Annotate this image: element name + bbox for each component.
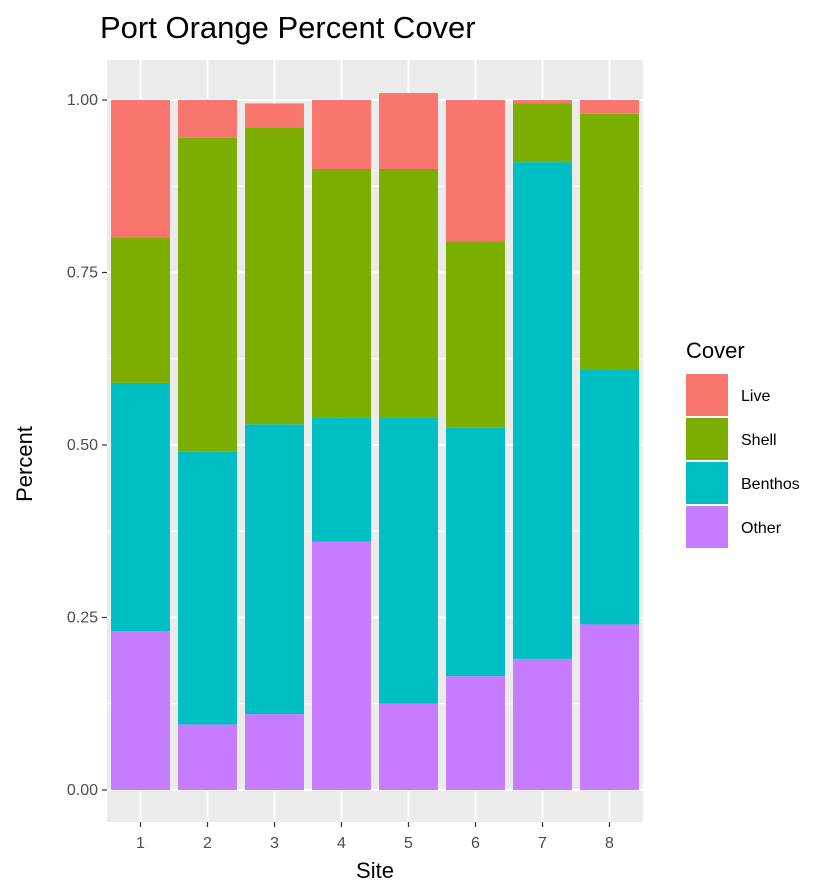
bar-segment-live-site-5 — [379, 93, 438, 169]
bar-segment-benthos-site-2 — [178, 451, 237, 725]
legend-key-live — [686, 374, 728, 416]
bars — [111, 93, 639, 790]
bar-segment-benthos-site-8 — [580, 369, 639, 625]
bar-segment-other-site-5 — [379, 703, 438, 790]
bar-segment-benthos-site-6 — [446, 427, 505, 677]
legend-label-live: Live — [741, 388, 770, 405]
bar-segment-other-site-3 — [245, 714, 304, 790]
y-tick-label: 1.00 — [67, 92, 98, 109]
bar-segment-live-site-7 — [513, 100, 572, 104]
x-tick-label: 4 — [337, 835, 346, 852]
x-tick-label: 6 — [471, 835, 480, 852]
legend-key-shell — [686, 418, 728, 460]
bar-segment-shell-site-2 — [178, 137, 237, 452]
bar-segment-live-site-3 — [245, 103, 304, 128]
bar-segment-shell-site-6 — [446, 241, 505, 428]
legend-label-benthos: Benthos — [741, 476, 800, 493]
bar-segment-benthos-site-1 — [111, 382, 170, 632]
x-axis-title: Site — [356, 858, 394, 883]
legend-label-other: Other — [741, 520, 782, 537]
bar-segment-shell-site-4 — [312, 169, 371, 418]
legend-label-shell: Shell — [741, 432, 777, 449]
x-tick-label: 8 — [605, 835, 614, 852]
y-tick-label: 0.75 — [67, 265, 98, 282]
bar-segment-shell-site-7 — [513, 103, 572, 163]
y-axis-title: Percent — [12, 426, 37, 502]
bar-segment-shell-site-3 — [245, 127, 304, 425]
legend-key-other — [686, 506, 728, 548]
bar-segment-benthos-site-4 — [312, 417, 371, 542]
x-tick-label: 1 — [136, 835, 145, 852]
legend-title: Cover — [686, 338, 745, 363]
y-tick-label: 0.50 — [67, 437, 98, 454]
bar-segment-shell-site-5 — [379, 169, 438, 418]
bar-segment-other-site-6 — [446, 676, 505, 790]
y-tick-label: 0.00 — [67, 782, 98, 799]
legend-key-benthos — [686, 462, 728, 504]
bar-segment-live-site-2 — [178, 100, 237, 138]
bar-segment-shell-site-1 — [111, 238, 170, 383]
y-tick-label: 0.25 — [67, 610, 98, 627]
bar-segment-benthos-site-7 — [513, 162, 572, 659]
bar-segment-other-site-7 — [513, 658, 572, 790]
bar-segment-other-site-2 — [178, 724, 237, 790]
bar-segment-benthos-site-3 — [245, 424, 304, 715]
bar-segment-other-site-1 — [111, 631, 170, 790]
bar-segment-live-site-6 — [446, 100, 505, 242]
chart-title: Port Orange Percent Cover — [100, 10, 476, 45]
x-tick-label: 7 — [538, 835, 547, 852]
bar-segment-benthos-site-5 — [379, 417, 438, 704]
bar-segment-shell-site-8 — [580, 113, 639, 370]
x-axis: 1 2 3 4 5 6 7 8 — [136, 822, 614, 852]
bar-segment-live-site-1 — [111, 100, 170, 238]
y-axis: 0.00 0.25 0.50 0.75 1.00 — [67, 92, 107, 799]
x-tick-label: 3 — [270, 835, 279, 852]
bar-segment-other-site-4 — [312, 541, 371, 790]
x-tick-label: 5 — [404, 835, 413, 852]
bar-segment-live-site-4 — [312, 100, 371, 169]
bar-segment-live-site-8 — [580, 100, 639, 114]
x-tick-label: 2 — [203, 835, 212, 852]
legend: Cover Live Shell Benthos Other — [686, 338, 800, 548]
bar-segment-other-site-8 — [580, 624, 639, 790]
